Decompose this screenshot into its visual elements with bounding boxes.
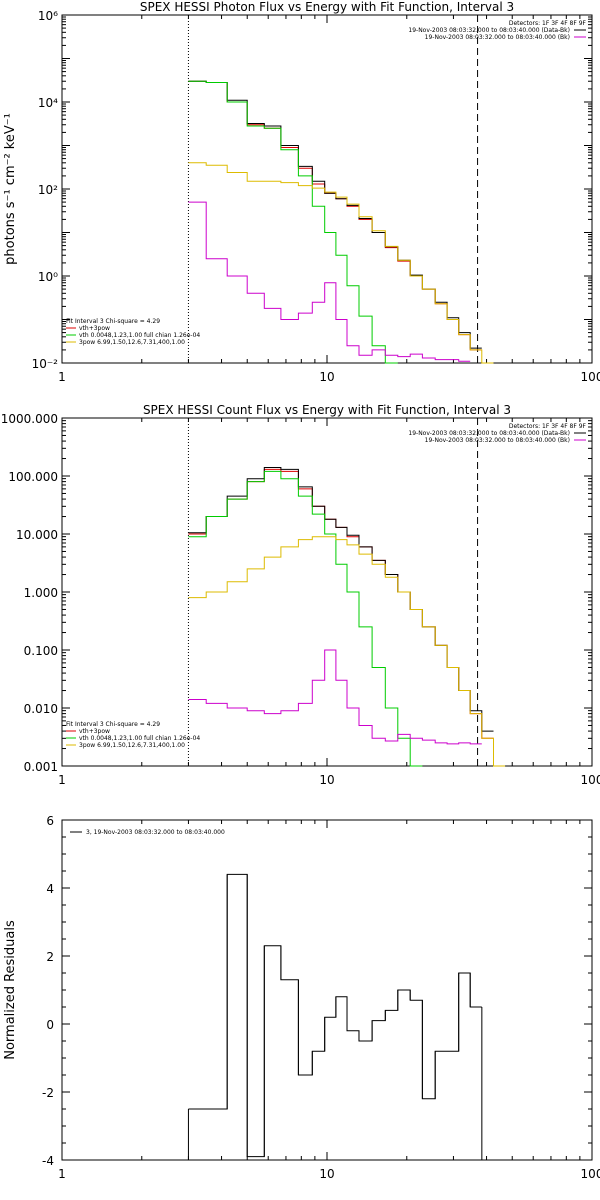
y-axis-label: Normalized Residuals bbox=[3, 920, 18, 1060]
x-tick-label: 1 bbox=[58, 370, 66, 384]
y-tick-label: 0.010 bbox=[24, 702, 58, 716]
fit-legend-label: vth 0.0048,1.23,1.00 full chian 1.26e-04 bbox=[79, 332, 200, 339]
x-tick-label: 10 bbox=[319, 1167, 334, 1181]
series-3pow bbox=[188, 162, 494, 364]
y-tick-label: 10⁻² bbox=[32, 357, 59, 371]
chart-title: SPEX HESSI Count Flux vs Energy with Fit… bbox=[143, 403, 511, 417]
fit-legend-label: vth+3pow bbox=[79, 728, 110, 735]
y-tick-label: 10⁶ bbox=[38, 9, 58, 23]
plot-frame bbox=[61, 14, 593, 364]
fit-legend-label: 3pow 6.99,1.50,12.6,7.31,400,1.00 bbox=[79, 742, 185, 749]
x-tick-label: 1 bbox=[58, 773, 66, 787]
detectors-label: Detectors: 1F 3F 4F 8F 9F bbox=[509, 423, 587, 430]
x-tick-label: 100 bbox=[581, 370, 600, 384]
y-tick-label: 0.100 bbox=[24, 644, 58, 658]
plot-frame bbox=[61, 819, 593, 1161]
y-tick-label: -2 bbox=[42, 1086, 54, 1100]
detectors-label: Detectors: 1F 3F 4F 8F 9F bbox=[509, 20, 587, 27]
legend-label: 3, 19-Nov-2003 08:03:32.000 to 08:03:40.… bbox=[86, 829, 225, 836]
series-bk bbox=[188, 649, 482, 745]
y-tick-label: 0 bbox=[46, 1018, 54, 1032]
y-tick-label: 1.000 bbox=[24, 586, 58, 600]
panel-3 bbox=[61, 819, 593, 1161]
series-vth bbox=[188, 80, 398, 364]
fit-legend-label: vth 0.0048,1.23,1.00 full chian 1.26e-04 bbox=[79, 735, 200, 742]
fit-legend-header: Fit Interval 3 Chi-square = 4.29 bbox=[66, 318, 160, 325]
series-3pow bbox=[188, 536, 506, 767]
y-tick-label: 10⁰ bbox=[38, 270, 58, 284]
series-data-bk bbox=[188, 467, 494, 732]
fit-legend-header: Fit Interval 3 Chi-square = 4.29 bbox=[66, 721, 160, 728]
plot-frame bbox=[61, 417, 593, 767]
y-tick-label: 1000.000 bbox=[1, 412, 58, 426]
x-tick-label: 1 bbox=[58, 1167, 66, 1181]
x-tick-label: 100 bbox=[581, 773, 600, 787]
legend-label: 19-Nov-2003 08:03:32.000 to 08:03:40.000… bbox=[425, 34, 570, 41]
legend-label: 19-Nov-2003 08:03:32.000 to 08:03:40.000… bbox=[408, 430, 570, 437]
y-axis-label: photons s⁻¹ cm⁻² keV⁻¹ bbox=[3, 113, 18, 265]
y-tick-label: 10² bbox=[38, 183, 58, 197]
y-tick-label: 6 bbox=[46, 814, 54, 828]
fit-legend-label: vth+3pow bbox=[79, 325, 110, 332]
y-tick-label: 10⁴ bbox=[38, 96, 58, 110]
y-tick-label: 0.001 bbox=[24, 760, 58, 774]
y-tick-label: 4 bbox=[46, 882, 54, 896]
series-vth-3pow bbox=[188, 468, 494, 739]
panel-1 bbox=[61, 14, 593, 364]
x-tick-label: 10 bbox=[319, 773, 334, 787]
series-3-19-nov-2003-08-03-32-000-to-08-03-40-000 bbox=[188, 873, 482, 1158]
legend-label: 19-Nov-2003 08:03:32.000 to 08:03:40.000… bbox=[408, 27, 570, 34]
y-tick-label: -4 bbox=[42, 1154, 54, 1168]
fit-legend-label: 3pow 6.99,1.50,12.6,7.31,400,1.00 bbox=[79, 339, 185, 346]
series-vth bbox=[188, 470, 423, 767]
x-tick-label: 100 bbox=[581, 1167, 600, 1181]
x-tick-label: 10 bbox=[319, 370, 334, 384]
series-bk bbox=[188, 201, 471, 362]
y-tick-label: 10.000 bbox=[16, 528, 58, 542]
panel-2 bbox=[61, 417, 593, 767]
y-tick-label: 100.000 bbox=[8, 470, 58, 484]
series-vth-3pow bbox=[188, 80, 482, 351]
legend-label: 19-Nov-2003 08:03:32.000 to 08:03:40.000… bbox=[425, 437, 570, 444]
series-data-bk bbox=[188, 80, 482, 349]
y-tick-label: 2 bbox=[46, 950, 54, 964]
chart-title: SPEX HESSI Photon Flux vs Energy with Fi… bbox=[140, 0, 514, 14]
